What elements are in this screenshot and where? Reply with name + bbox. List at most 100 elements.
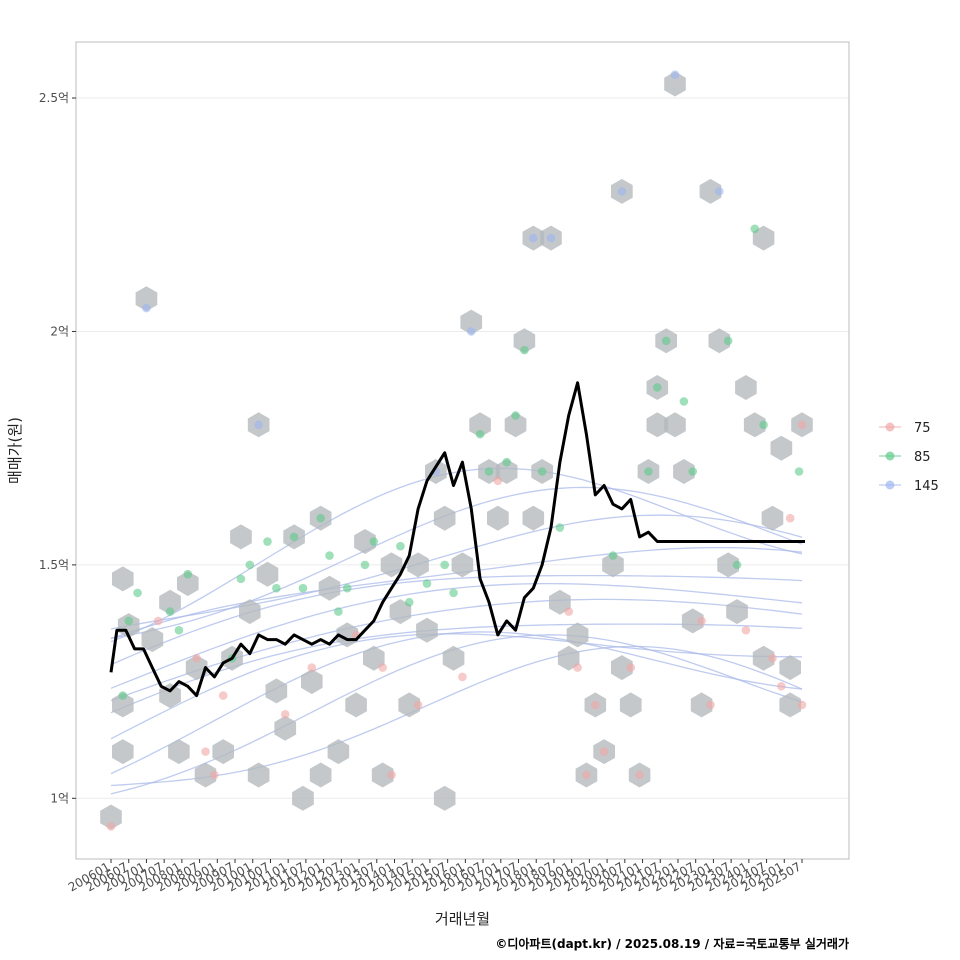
hexbin-63: [611, 655, 633, 681]
scatter-point-25: [334, 607, 343, 616]
caption: ©디아파트(dapt.kr) / 2025.08.19 / 자료=국토교통부 실…: [495, 936, 849, 951]
x-axis-title: 거래년월: [435, 910, 490, 928]
scatter-point-68: [715, 187, 724, 196]
hexbin-72: [673, 459, 695, 484]
hexbin-49: [504, 412, 527, 438]
legend: 75 85 145: [879, 421, 939, 494]
scatter-point-35: [422, 579, 432, 588]
scatter-point-31: [387, 770, 396, 780]
scatter-point-58: [626, 663, 636, 672]
scatter-point-47: [528, 233, 538, 243]
scatter-point-5: [153, 616, 163, 626]
hexbin-18: [247, 762, 270, 788]
scatter-point-17: [263, 537, 272, 546]
hexbin-6: [141, 627, 164, 653]
hexbin-78: [726, 599, 748, 625]
hexbin-31: [354, 529, 376, 554]
scatter-point-22: [307, 663, 317, 672]
scatter-point-75: [777, 681, 786, 691]
y-axis-title: 매매가(원): [6, 417, 24, 484]
hexbin-0: [100, 804, 122, 830]
scatter-point-39: [458, 672, 467, 682]
hexbin-85: [779, 655, 801, 681]
hexbin-70: [664, 71, 686, 97]
density-contour-7: [110, 574, 803, 666]
panel-border: [75, 41, 850, 860]
scatter-point-48: [537, 467, 547, 476]
scatter-layer: [106, 70, 807, 831]
scatter-point-62: [661, 336, 671, 346]
scatter-point-16: [254, 420, 263, 430]
scatter-point-77: [794, 467, 804, 476]
scatter-point-50: [555, 523, 565, 532]
scatter-point-51: [564, 607, 574, 616]
density-contour-10: [110, 486, 803, 639]
scatter-point-72: [750, 224, 760, 234]
hexbin-83: [761, 505, 784, 531]
scatter-point-34: [413, 700, 423, 710]
trend-line: [109, 381, 805, 698]
legend-label-85: 85: [914, 450, 931, 465]
scatter-point-73: [759, 420, 768, 430]
hexbin-2: [112, 692, 134, 718]
scatter-point-40: [466, 327, 476, 336]
hexbin-3: [112, 739, 134, 765]
density-contour-2: [110, 631, 803, 775]
hexbin-86: [779, 692, 801, 718]
y-tick-label-1: 1.5억: [39, 558, 69, 572]
scatter-point-1: [118, 691, 128, 700]
hexbin-36: [398, 692, 421, 718]
legend-key-85: [885, 451, 895, 461]
scatter-point-43: [493, 476, 503, 486]
hexbin-81: [752, 225, 775, 251]
scatter-point-19: [280, 709, 290, 719]
hexbin-15: [230, 524, 252, 550]
scatter-point-38: [449, 588, 458, 598]
scatter-point-70: [732, 560, 742, 570]
scatter-point-71: [741, 625, 751, 635]
scatter-point-12: [218, 691, 228, 700]
hexbin-27: [318, 575, 341, 601]
scatter-point-52: [573, 663, 582, 672]
hexbin-61: [602, 552, 624, 578]
scatter-point-54: [590, 700, 600, 710]
scatter-point-60: [644, 467, 653, 476]
hexbin-24: [301, 669, 323, 695]
hexbin-64: [619, 692, 642, 718]
scatter-point-2: [124, 616, 134, 626]
scatter-point-14: [236, 574, 246, 584]
scatter-point-9: [192, 653, 201, 663]
scatter-point-67: [706, 700, 715, 710]
hexbin-43: [451, 552, 474, 578]
density-contour-11: [110, 467, 803, 643]
scatter-point-21: [298, 583, 308, 593]
hexbin-32: [363, 645, 385, 671]
scatter-point-41: [475, 429, 485, 439]
hexbin-76: [708, 328, 731, 354]
scatter-point-7: [174, 625, 184, 635]
scatter-point-66: [697, 616, 706, 626]
scatter-point-61: [653, 383, 662, 392]
hexbin-26: [309, 762, 332, 788]
hexbin-82: [752, 645, 775, 671]
hexbin-28: [327, 739, 350, 765]
hexbin-21: [274, 715, 297, 741]
legend-key-145: [885, 480, 895, 490]
hexbin-9: [168, 739, 190, 765]
hexbin-37: [407, 552, 429, 578]
y-tick-label-2: 2억: [50, 324, 69, 338]
legend-key-75: [885, 422, 895, 432]
hexbin-73: [681, 608, 704, 634]
scatter-point-15: [245, 560, 255, 570]
hexbin-84: [770, 435, 793, 461]
hexbin-56: [557, 645, 580, 671]
scatter-point-42: [484, 467, 494, 476]
scatter-point-28: [360, 560, 370, 570]
scatter-point-32: [396, 541, 405, 551]
hexbin-16: [239, 599, 261, 625]
scatter-point-63: [670, 70, 680, 79]
hexbin-75: [699, 178, 722, 204]
scatter-point-0: [106, 822, 116, 831]
scatter-point-59: [635, 770, 644, 780]
